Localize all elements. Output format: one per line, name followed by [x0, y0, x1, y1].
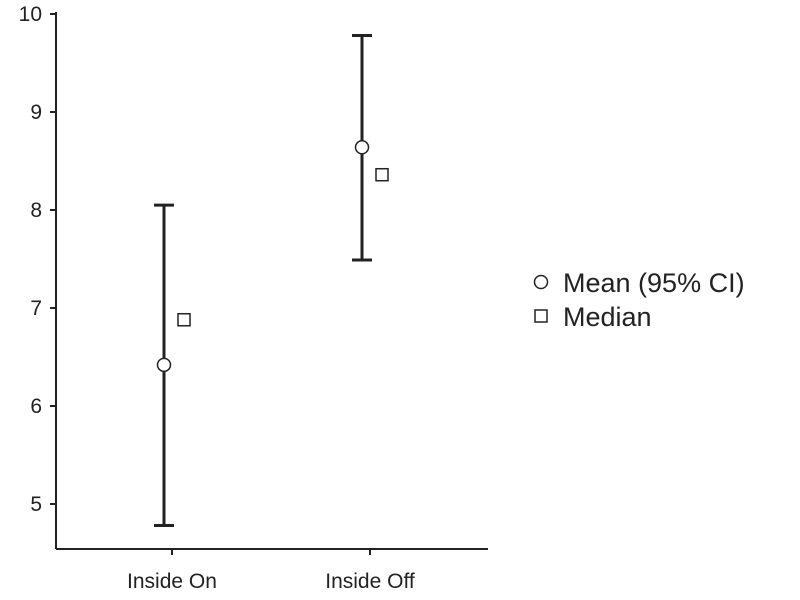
x-tick-label: Inside Off — [325, 570, 415, 593]
x-axis-ticks: Inside On Inside Off — [127, 549, 415, 593]
legend-median-marker — [534, 309, 548, 323]
x-tick-label: Inside On — [127, 570, 217, 593]
legend-mean-label: Mean (95% CI) — [563, 268, 745, 298]
legend-median-label: Median — [563, 302, 652, 332]
y-tick-label: 5 — [30, 493, 42, 516]
median-point — [375, 167, 389, 182]
y-axis-ticks: 5 6 7 8 9 10 — [19, 3, 56, 516]
y-tick-label: 7 — [30, 297, 42, 320]
y-tick-label: 6 — [30, 395, 42, 418]
mean-point — [354, 140, 370, 155]
legend: Mean (95% CI) Median — [533, 268, 745, 332]
legend-mean-marker — [533, 274, 549, 290]
median-point — [177, 313, 191, 327]
y-tick-label: 10 — [19, 3, 42, 26]
mean-point — [156, 357, 172, 373]
y-tick-label: 8 — [30, 199, 42, 222]
data-marks — [154, 34, 389, 528]
axes — [55, 12, 488, 550]
y-tick-label: 9 — [30, 101, 42, 124]
